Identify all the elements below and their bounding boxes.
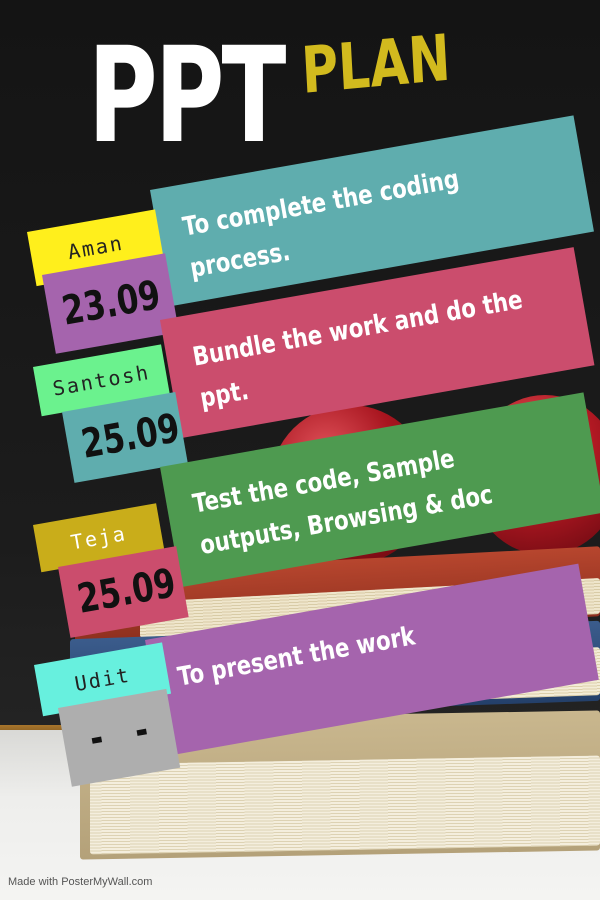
poster-title: PPT <box>88 19 286 173</box>
book-bottom-pages <box>90 755 600 855</box>
date-text: 23.09 <box>58 272 164 335</box>
date-text: - - <box>85 707 152 763</box>
poster-title-accent: PLAN <box>299 21 453 109</box>
watermark-link[interactable]: Made with PosterMyWall.com <box>8 876 153 888</box>
